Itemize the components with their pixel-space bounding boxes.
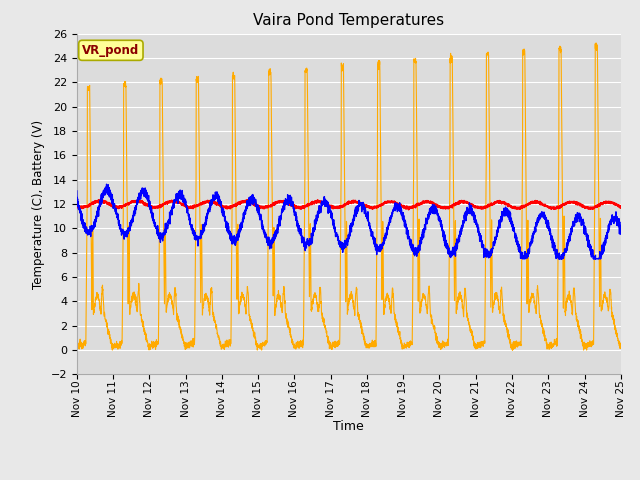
X-axis label: Time: Time [333,420,364,433]
Title: Vaira Pond Temperatures: Vaira Pond Temperatures [253,13,444,28]
Legend: Water_temp, PanelT_pond, BattV_pond: Water_temp, PanelT_pond, BattV_pond [170,476,528,480]
Y-axis label: Temperature (C), Battery (V): Temperature (C), Battery (V) [32,120,45,288]
Text: VR_pond: VR_pond [82,44,140,57]
